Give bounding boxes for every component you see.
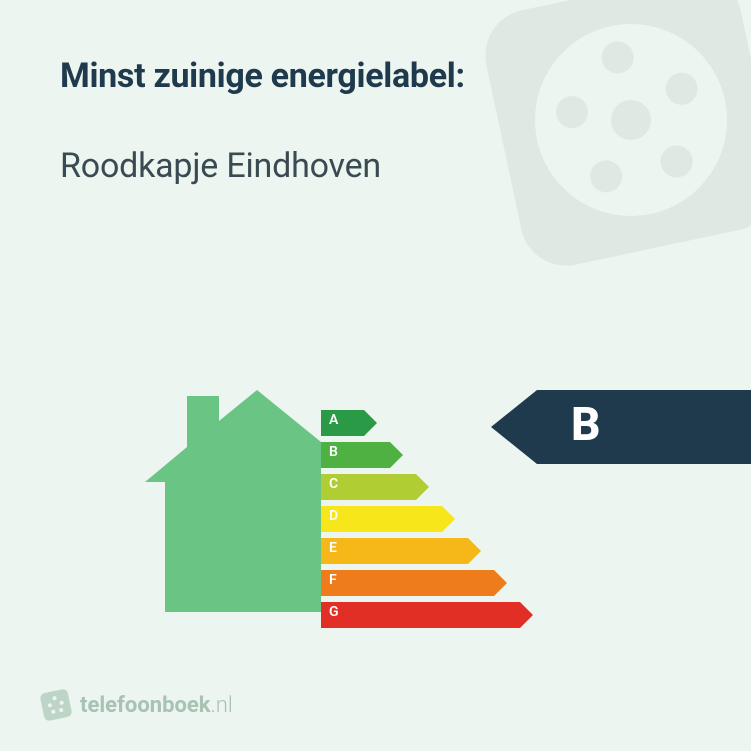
watermark-icon: [471, 0, 751, 280]
brand-tld: .nl: [211, 693, 233, 718]
selected-label-letter: B: [571, 398, 602, 452]
energy-label-chart: ABCDEFG B: [145, 390, 751, 650]
energy-bar-label: A: [329, 412, 338, 428]
footer-brand: telefoonboek.nl: [42, 691, 233, 719]
energy-bar-label: E: [329, 540, 337, 556]
brand-name: telefoonboek: [80, 693, 211, 718]
house-icon: [145, 390, 321, 636]
brand-icon: [39, 688, 72, 721]
energy-bar-label: F: [329, 572, 337, 588]
energy-bar-label: D: [329, 508, 338, 524]
energy-bar-label: G: [329, 604, 339, 620]
energy-bar-label: C: [329, 476, 338, 492]
energy-bar-label: B: [329, 444, 338, 460]
selected-label-badge: B: [491, 390, 751, 464]
